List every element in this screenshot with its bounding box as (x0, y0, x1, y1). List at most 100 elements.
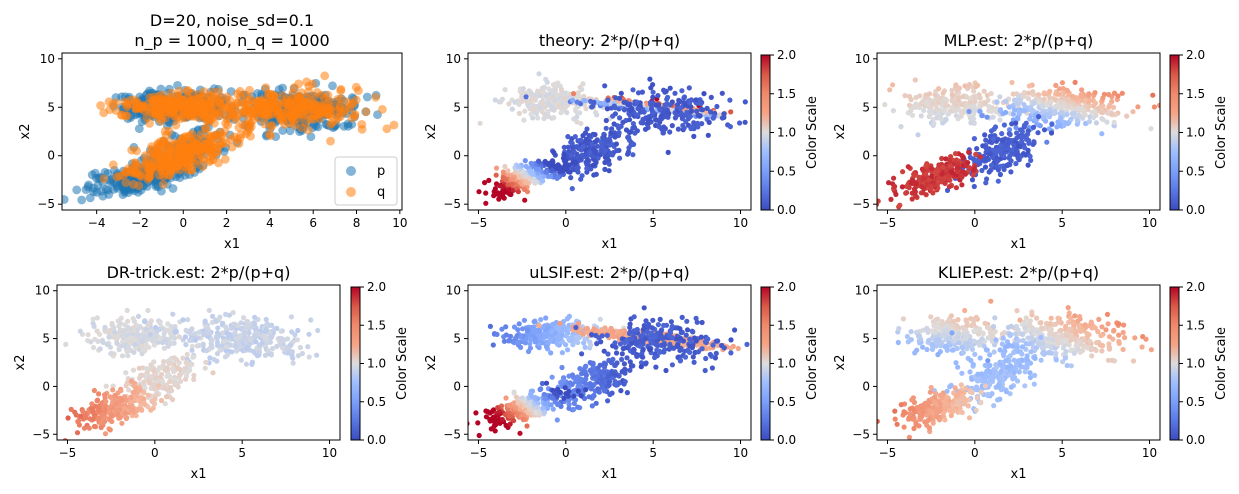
point (145, 307, 151, 314)
point (584, 126, 590, 132)
point (969, 95, 975, 101)
point (548, 173, 554, 179)
point (515, 100, 522, 106)
point (1016, 157, 1022, 163)
point (672, 90, 678, 96)
point (146, 344, 152, 350)
point (1044, 139, 1050, 145)
point (216, 332, 222, 338)
point (223, 344, 229, 350)
point (1130, 109, 1136, 115)
point (1039, 103, 1045, 109)
point (562, 162, 568, 168)
point (1045, 111, 1051, 118)
point (992, 149, 998, 155)
point (171, 355, 177, 361)
point (1041, 127, 1048, 133)
point (676, 98, 683, 104)
point (130, 367, 137, 373)
point-q (132, 161, 141, 171)
point (625, 102, 631, 108)
point (1011, 142, 1017, 148)
point (641, 109, 647, 115)
point (1078, 92, 1084, 98)
point (664, 113, 670, 120)
point (1057, 86, 1063, 92)
point (194, 343, 200, 349)
point (918, 101, 924, 107)
point (936, 162, 942, 168)
point-p (72, 185, 82, 195)
point (162, 367, 168, 373)
point (583, 106, 589, 112)
point (209, 337, 215, 343)
point (232, 321, 238, 327)
point (695, 124, 701, 130)
point (982, 101, 988, 107)
point-q (340, 105, 350, 115)
point (215, 325, 221, 331)
point (593, 139, 599, 145)
point (1048, 98, 1054, 104)
point (606, 137, 612, 143)
point (308, 317, 314, 323)
point (141, 396, 147, 402)
point (508, 191, 514, 198)
point (137, 324, 143, 330)
point (613, 148, 620, 154)
point (993, 106, 1000, 112)
point (899, 184, 906, 190)
point (493, 172, 499, 178)
point (1028, 157, 1034, 163)
point-p (104, 190, 114, 199)
point (575, 165, 581, 171)
point (265, 348, 271, 354)
point (1086, 119, 1092, 125)
point-p (362, 92, 372, 102)
point (892, 183, 898, 190)
point (977, 108, 983, 114)
point (146, 366, 152, 373)
point (149, 398, 155, 404)
point (164, 373, 170, 379)
y-tick-label: 0 (453, 149, 461, 163)
point (569, 140, 575, 146)
x-tick-label: 4 (266, 216, 274, 230)
point (1041, 96, 1047, 102)
point (689, 108, 695, 114)
x-tick-label: 10 (733, 216, 748, 230)
point-q (241, 129, 251, 139)
point-q (278, 105, 287, 115)
point (988, 90, 994, 97)
point (86, 425, 92, 431)
point (170, 311, 176, 317)
point-q (108, 160, 118, 170)
point (971, 88, 977, 94)
point (536, 158, 542, 164)
point (156, 378, 162, 384)
point (909, 177, 916, 184)
point (1023, 120, 1029, 126)
point (583, 151, 589, 157)
point (522, 158, 528, 164)
point (162, 401, 168, 407)
point (604, 106, 611, 112)
point (579, 86, 585, 92)
point (141, 332, 147, 339)
point (107, 427, 113, 433)
colorbar-tick-label: 1.0 (777, 126, 796, 140)
point (541, 115, 547, 122)
point-q (201, 124, 211, 134)
point (1064, 111, 1070, 118)
point (164, 394, 170, 400)
point (921, 175, 927, 181)
point (974, 146, 980, 152)
point-q (198, 162, 208, 172)
point (112, 329, 118, 335)
point (223, 311, 229, 317)
point-p (81, 185, 91, 195)
point (157, 320, 163, 326)
point (117, 415, 123, 421)
